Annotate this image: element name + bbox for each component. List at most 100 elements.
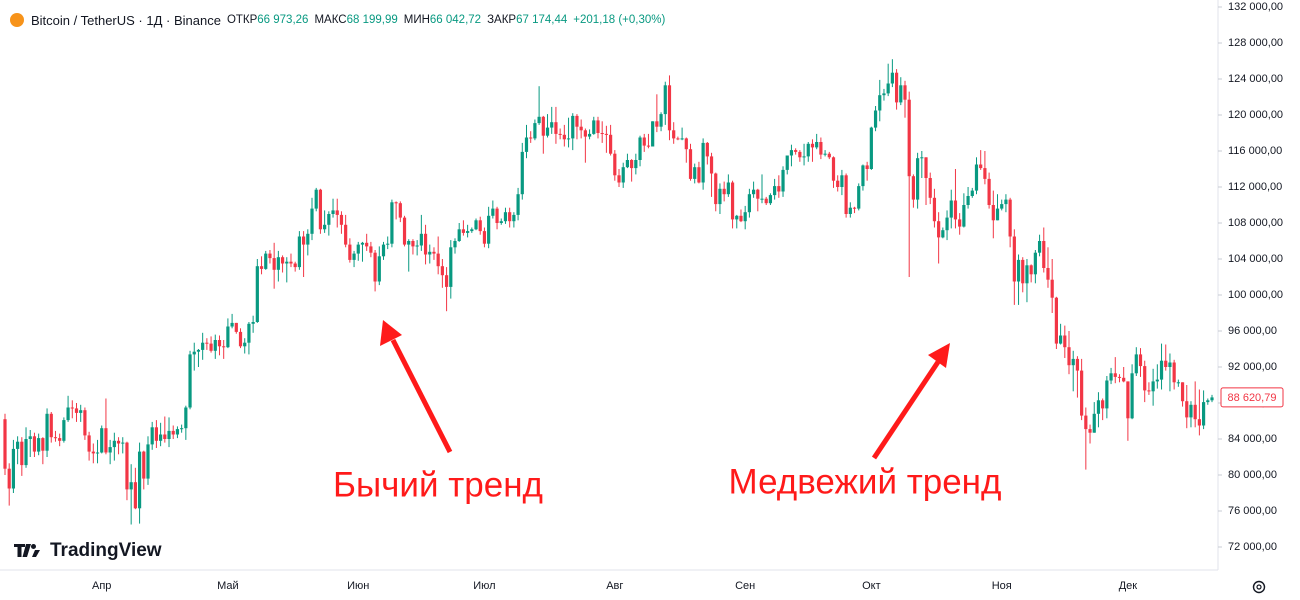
last-price-box [1220, 387, 1284, 408]
candle-body [979, 164, 983, 169]
candle-body [659, 114, 663, 127]
candle-body [873, 110, 878, 128]
candle-body [289, 261, 293, 264]
candle-body [928, 178, 932, 198]
candle-body [1096, 400, 1101, 414]
candle-body [1037, 241, 1042, 253]
candle-body [482, 231, 487, 244]
candle-body [566, 138, 571, 140]
candle-body [91, 451, 95, 454]
candle-body [1210, 397, 1214, 401]
candle-body [718, 188, 722, 205]
candle-body [142, 451, 146, 479]
candle-body [1109, 373, 1113, 381]
symbol-header: Bitcoin / TetherUS · 1Д · Binance ОТКР 66… [10, 10, 665, 30]
candle-body [642, 137, 646, 146]
candle-body [680, 138, 684, 140]
candle-body [297, 236, 301, 268]
x-tick-label: Июн [347, 580, 369, 592]
candle-body [815, 142, 819, 148]
candle-body [667, 85, 672, 131]
candle-body [852, 207, 857, 209]
candle-body [11, 448, 16, 489]
candle-body [537, 116, 541, 124]
candle-body [318, 189, 323, 230]
candle-body [268, 253, 272, 259]
candle-body [743, 212, 747, 222]
candle-body [802, 156, 806, 158]
candle-body [579, 126, 583, 131]
candle-body [617, 175, 621, 183]
candle-body [945, 217, 949, 231]
candle-body [672, 130, 676, 139]
candle-body [1029, 265, 1033, 275]
gear-outer[interactable] [1252, 580, 1266, 594]
candle-body [62, 420, 66, 441]
candle-body [243, 342, 247, 347]
candle-body [150, 427, 154, 445]
candle-body [70, 407, 74, 409]
candle-body [1159, 360, 1164, 380]
candle-body [894, 72, 899, 103]
candle-body [1075, 358, 1080, 371]
candle-body [436, 253, 440, 267]
candle-body [419, 233, 423, 246]
settings-button[interactable] [1252, 580, 1266, 594]
candle-body [348, 244, 352, 260]
candle-body [272, 258, 276, 270]
candle-body [335, 210, 339, 215]
arrow-shaft [390, 338, 453, 454]
candle-body [407, 241, 411, 245]
symbol-title[interactable]: Bitcoin / TetherUS · 1Д · Binance [31, 12, 221, 28]
candle-body [953, 200, 958, 220]
candle-body [609, 134, 613, 154]
candle-body [133, 482, 137, 509]
candle-body [470, 229, 474, 232]
candle-body [604, 133, 608, 135]
candle-body [53, 437, 58, 439]
candle-body [613, 153, 617, 176]
candle-body [773, 186, 777, 196]
candle-body [949, 200, 953, 218]
candle-body [1113, 373, 1117, 377]
candle-body [789, 150, 794, 156]
candle-body [621, 167, 625, 183]
candle-body [651, 121, 655, 147]
candle-body [184, 407, 188, 429]
candle-body [20, 441, 24, 466]
candle-body [491, 208, 495, 216]
x-tick-label: Окт [862, 580, 881, 592]
candle-body [495, 208, 499, 223]
gear-inner[interactable] [1256, 584, 1262, 590]
candle-body [171, 430, 175, 435]
y-tick-label: 100 000,00 [1228, 289, 1283, 301]
candle-body [331, 210, 335, 214]
candle-body [886, 83, 890, 94]
candle-body [449, 247, 453, 287]
y-tick-label: 116 000,00 [1228, 145, 1282, 157]
candle-body [301, 236, 306, 245]
candle-body [499, 221, 503, 223]
candle-body [457, 229, 461, 241]
candle-body [966, 196, 970, 205]
candle-body [1180, 382, 1185, 402]
candle-body [827, 153, 831, 158]
candle-body [478, 220, 482, 232]
candle-body [840, 175, 844, 187]
candle-body [398, 203, 402, 218]
candle-body [575, 115, 579, 127]
candle-body [630, 160, 634, 169]
candle-body [116, 440, 121, 444]
candle-body [428, 251, 432, 255]
candle-body [1117, 376, 1122, 378]
x-tick-label: Дек [1119, 580, 1138, 592]
candle-body [222, 346, 226, 348]
candle-body [1172, 362, 1176, 383]
candle-body [1151, 381, 1155, 392]
candle-body [1206, 400, 1210, 403]
candle-body [163, 434, 167, 439]
candle-body [1067, 347, 1071, 366]
candle-body [264, 253, 268, 269]
